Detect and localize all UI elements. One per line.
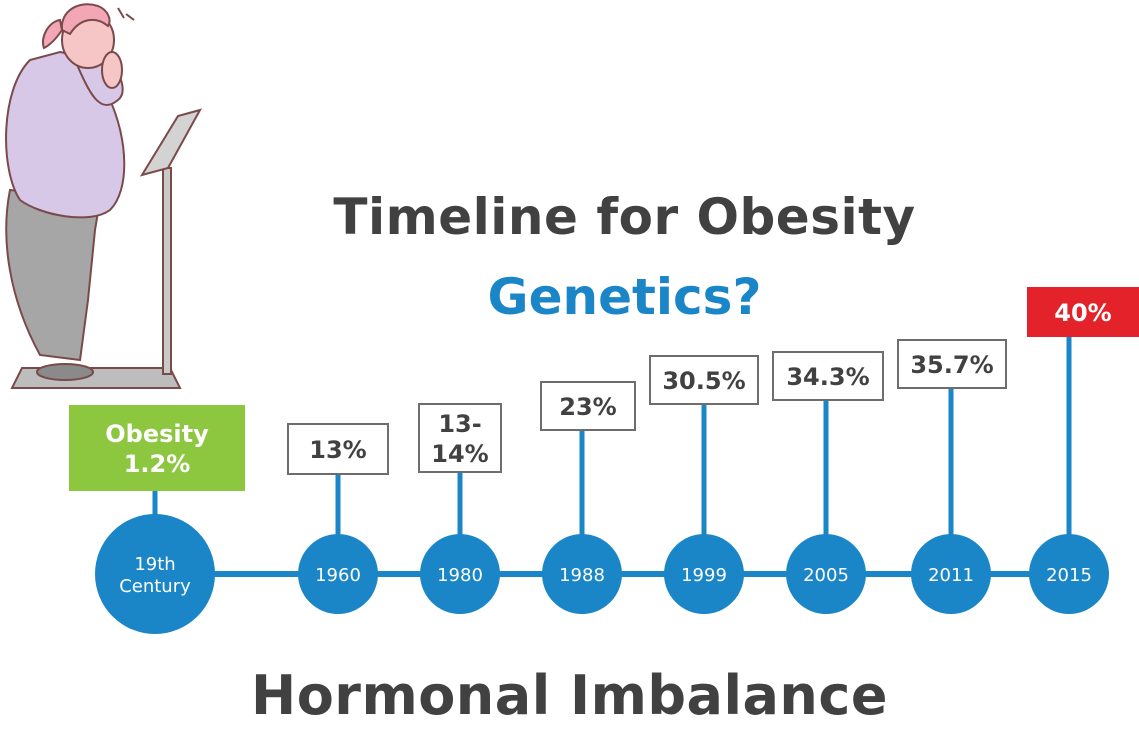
footer-heading: Hormonal Imbalance [251,664,888,727]
year-label: 1988 [559,565,605,586]
value-label: 34.3% [786,363,869,391]
year-label: 2005 [803,565,849,586]
value-label: 35.7% [910,351,993,379]
year-marker [420,534,500,614]
value-label: 13% [309,436,366,464]
value-box [540,381,636,431]
value-box [897,339,1007,389]
year-marker [95,514,215,634]
value-label: Obesity [105,420,209,448]
value-box [287,423,389,475]
value-label: 14% [431,440,488,468]
value-label: 40% [1054,299,1111,327]
year-label: 1999 [681,565,727,586]
year-marker [664,534,744,614]
year-marker [298,534,378,614]
year-label: 1980 [437,565,483,586]
title-line-2: Genetics? [487,268,762,326]
year-label: 2015 [1046,565,1092,586]
year-label: 19th [134,554,175,575]
year-label: 1960 [315,565,361,586]
title-line-1: Timeline for Obesity [333,188,916,246]
woman-on-scale-illustration [5,3,203,389]
value-box [649,355,759,405]
year-label: Century [119,576,191,597]
value-label: 13- [438,410,481,438]
value-box [418,403,502,473]
value-box [69,405,245,491]
year-marker [1029,534,1109,614]
value-label: 1.2% [124,450,191,478]
year-label: 2011 [928,565,974,586]
value-label: 23% [559,393,616,421]
year-marker [786,534,866,614]
year-marker [911,534,991,614]
year-marker [542,534,622,614]
value-box [772,351,884,401]
value-box [1027,287,1139,337]
value-label: 30.5% [662,367,745,395]
